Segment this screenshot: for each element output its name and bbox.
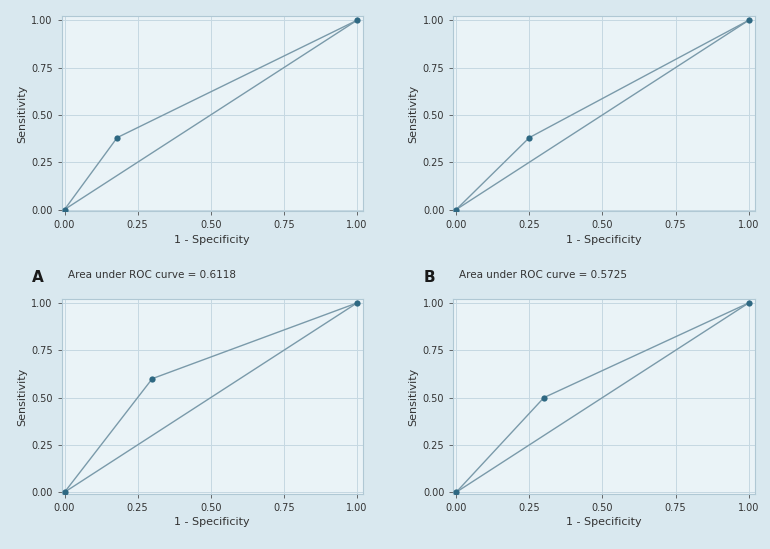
Text: Area under ROC curve = 0.6118: Area under ROC curve = 0.6118 xyxy=(68,270,236,280)
X-axis label: 1 - Specificity: 1 - Specificity xyxy=(566,517,641,527)
Text: A: A xyxy=(32,270,43,285)
Y-axis label: Sensitivity: Sensitivity xyxy=(408,367,418,425)
Text: B: B xyxy=(424,270,435,285)
X-axis label: 1 - Specificity: 1 - Specificity xyxy=(175,234,250,245)
X-axis label: 1 - Specificity: 1 - Specificity xyxy=(566,234,641,245)
X-axis label: 1 - Specificity: 1 - Specificity xyxy=(175,517,250,527)
Y-axis label: Sensitivity: Sensitivity xyxy=(17,367,27,425)
Text: Area under ROC curve = 0.5725: Area under ROC curve = 0.5725 xyxy=(460,270,628,280)
Y-axis label: Sensitivity: Sensitivity xyxy=(408,85,418,143)
Y-axis label: Sensitivity: Sensitivity xyxy=(17,85,27,143)
